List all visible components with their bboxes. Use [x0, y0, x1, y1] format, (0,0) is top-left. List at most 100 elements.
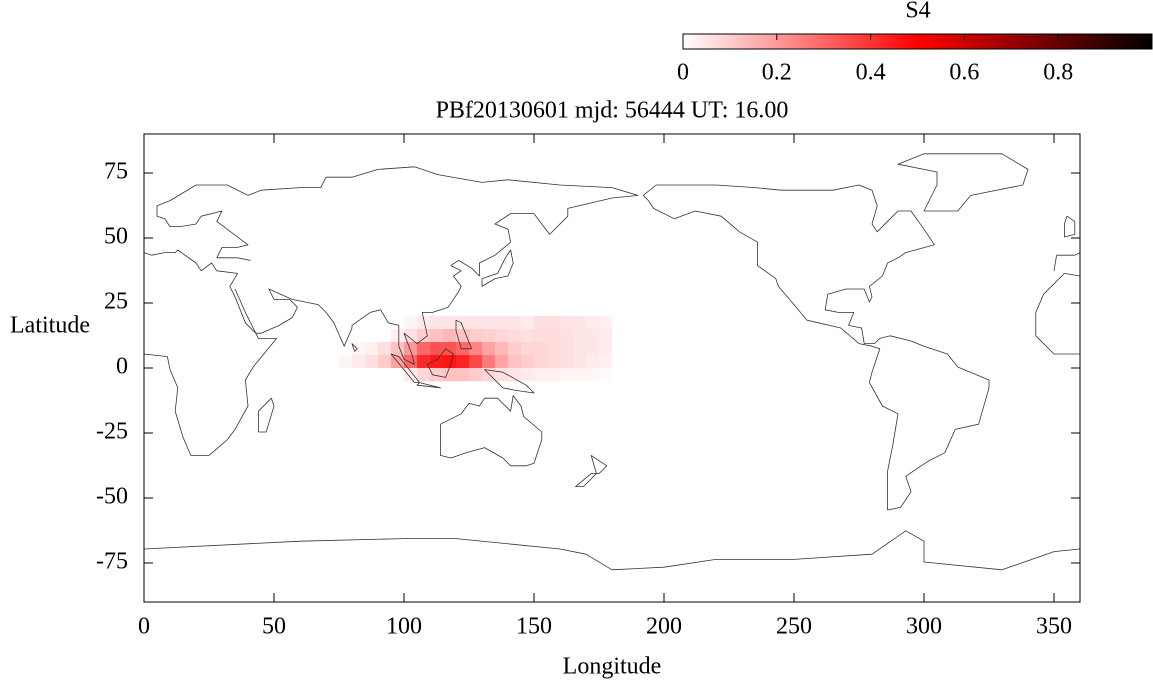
heatmap-cells — [339, 316, 613, 382]
heat-cell — [365, 316, 379, 330]
heat-cell — [534, 368, 548, 382]
heat-cell — [430, 368, 444, 382]
heat-cell — [443, 316, 457, 330]
x-tick-label: 0 — [138, 614, 150, 640]
heat-cell — [352, 316, 366, 330]
colorbar — [682, 33, 1153, 50]
x-tick-label: 300 — [906, 614, 942, 640]
heat-cell — [352, 342, 366, 356]
heat-cell — [560, 368, 574, 382]
heat-cell — [456, 329, 470, 343]
heat-cell — [365, 342, 379, 356]
x-axis-label: Longitude — [563, 654, 662, 680]
heat-cell — [534, 342, 548, 356]
heat-cell — [521, 316, 535, 330]
heat-cell — [560, 316, 574, 330]
heat-cell — [586, 368, 600, 382]
heat-cell — [469, 368, 483, 382]
colorbar-tick-label: 0.8 — [1043, 60, 1073, 86]
heat-cell — [599, 368, 613, 382]
heat-cell — [352, 355, 366, 369]
heat-cell — [352, 368, 366, 382]
y-tick-label: -50 — [96, 484, 128, 510]
heat-cell — [404, 368, 418, 382]
heat-cell — [573, 368, 587, 382]
heat-cell — [469, 329, 483, 343]
heat-cell — [547, 368, 561, 382]
heat-cell — [482, 329, 496, 343]
heat-cell — [560, 329, 574, 343]
y-tick-label: 50 — [104, 224, 128, 250]
chart-title: PBf20130601 mjd: 56444 UT: 16.00 — [436, 98, 789, 124]
heat-cell — [443, 368, 457, 382]
coastlines — [144, 154, 1080, 570]
x-tick-label: 200 — [646, 614, 682, 640]
heat-cell — [482, 368, 496, 382]
x-tick-label: 350 — [1036, 614, 1072, 640]
y-tick-label: -75 — [96, 549, 128, 575]
x-tick-label: 250 — [776, 614, 812, 640]
heat-cell — [417, 329, 431, 343]
heat-cell — [456, 316, 470, 330]
heat-cell — [404, 329, 418, 343]
heat-cell — [586, 355, 600, 369]
y-axis-label: Latitude — [10, 313, 90, 339]
heat-cell — [417, 316, 431, 330]
heat-cell — [339, 342, 353, 356]
heat-cell — [534, 329, 548, 343]
heat-cell — [417, 368, 431, 382]
heat-cell — [521, 329, 535, 343]
y-tick-label: 75 — [104, 159, 128, 185]
heat-cell — [404, 355, 418, 369]
heat-cell — [508, 368, 522, 382]
heat-cell — [547, 316, 561, 330]
heat-cell — [573, 316, 587, 330]
colorbar-tick-label: 0 — [677, 60, 689, 86]
heat-cell — [547, 329, 561, 343]
x-tick-label: 100 — [386, 614, 422, 640]
heat-cell — [378, 342, 392, 356]
heat-cell — [443, 342, 457, 356]
heat-cell — [378, 355, 392, 369]
heat-cell — [508, 316, 522, 330]
heat-cell — [586, 342, 600, 356]
heat-cell — [495, 329, 509, 343]
heat-cell — [482, 342, 496, 356]
x-tick-label: 50 — [262, 614, 286, 640]
heat-cell — [456, 368, 470, 382]
heat-cell — [417, 342, 431, 356]
heat-cell — [586, 329, 600, 343]
colorbar-label: S4 — [905, 0, 930, 24]
heat-cell — [378, 329, 392, 343]
heat-cell — [339, 355, 353, 369]
heat-cell — [599, 316, 613, 330]
heat-cell — [534, 316, 548, 330]
heat-cell — [547, 355, 561, 369]
heat-cell — [378, 368, 392, 382]
heat-cell — [508, 329, 522, 343]
heat-cell — [495, 368, 509, 382]
heat-cell — [508, 342, 522, 356]
heat-cell — [573, 342, 587, 356]
heat-cell — [443, 329, 457, 343]
heat-cell — [586, 316, 600, 330]
heat-cell — [404, 316, 418, 330]
heat-cell — [482, 355, 496, 369]
heat-cell — [508, 355, 522, 369]
heat-cell — [599, 342, 613, 356]
heat-cell — [365, 329, 379, 343]
heat-cell — [339, 368, 353, 382]
heat-cell — [495, 316, 509, 330]
heat-cell — [365, 368, 379, 382]
heat-cell — [469, 355, 483, 369]
heat-cell — [430, 329, 444, 343]
colorbar-tick-label: 0.4 — [856, 60, 886, 86]
heat-cell — [534, 355, 548, 369]
heat-cell — [560, 342, 574, 356]
heat-cell — [599, 355, 613, 369]
heat-cell — [573, 355, 587, 369]
heat-cell — [391, 368, 405, 382]
heat-cell — [482, 316, 496, 330]
heat-cell — [573, 329, 587, 343]
